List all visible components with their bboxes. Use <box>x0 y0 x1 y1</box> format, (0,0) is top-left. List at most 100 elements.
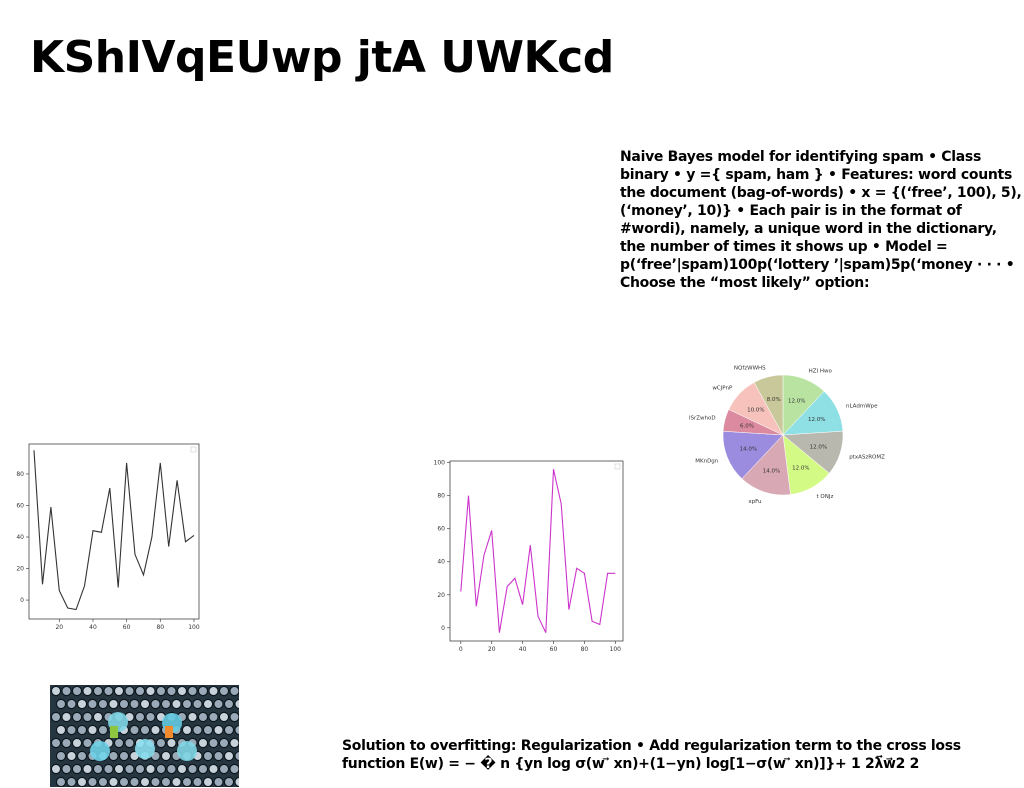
photo-dot <box>145 685 156 697</box>
photo-dot <box>71 711 83 723</box>
photo-dot <box>113 685 125 697</box>
photo-dot <box>139 776 151 787</box>
photo-dot <box>71 685 83 697</box>
photo-dot <box>50 737 62 749</box>
pie-percent-label: 12.0% <box>792 466 809 472</box>
photo-dot <box>208 737 219 749</box>
photo-dot <box>50 711 62 723</box>
photo-dot <box>197 711 209 723</box>
pie-chart: 12.0% HZI Hwo 12.0% nLAdmWpe 12.0% ptxASzROMZ… <box>689 366 885 506</box>
photo-dot <box>118 776 130 787</box>
photo-dot <box>76 698 88 710</box>
middle-chart-xtick-label: 0 <box>459 646 463 653</box>
photo-dot <box>166 763 177 775</box>
photo-dot <box>213 750 224 762</box>
photo-dot <box>124 763 135 775</box>
photo-dot <box>181 724 193 736</box>
photo-dot <box>118 750 130 762</box>
photo-dot <box>76 724 88 736</box>
photo-dot <box>208 685 219 697</box>
pie-slice-label: lSrZwhoD <box>689 416 716 422</box>
photo-dot <box>76 750 88 762</box>
photo-dot <box>92 711 104 723</box>
middle-chart-ytick-label: 40 <box>437 559 445 566</box>
photo-object <box>165 726 173 738</box>
left-chart-frame <box>28 443 200 620</box>
slide-title: KShIVqEUwp jtA UWKcd <box>30 32 614 83</box>
photo-dot <box>234 698 239 710</box>
photo-dot <box>108 776 119 787</box>
photo-dot <box>234 724 239 736</box>
photo-dot <box>55 724 67 736</box>
photo-dot <box>192 776 203 787</box>
photo-dot <box>176 685 188 697</box>
photo-dot <box>92 763 104 775</box>
photo-dot <box>223 698 235 710</box>
photo-dot <box>87 776 98 787</box>
pie-percent-label: 8.0% <box>767 397 781 403</box>
left-chart-ytick-label: 0 <box>20 597 24 604</box>
photo-dot <box>71 763 83 775</box>
pie-percent-label: 6.0% <box>740 424 754 430</box>
photo-dot <box>113 737 125 749</box>
pie-slice <box>753 374 784 436</box>
photo-dot <box>234 750 239 762</box>
photo-dot <box>103 763 114 775</box>
photo-dot <box>55 750 67 762</box>
photo-dot <box>160 750 172 762</box>
photo-dot <box>118 698 130 710</box>
pie-slice-label: NQfzWWHS <box>734 366 766 372</box>
photo-dot <box>82 711 93 723</box>
photo-dot <box>82 685 93 697</box>
middle-chart-ytick-label: 60 <box>437 526 445 533</box>
pie-percent-label: 12.0% <box>788 398 805 404</box>
middle-chart-ytick-label: 80 <box>437 493 445 500</box>
photo-image <box>50 685 239 787</box>
left-chart-ytick-label: 40 <box>16 534 24 541</box>
middle-chart-xtick-label: 100 <box>610 646 622 653</box>
left-chart-series-line <box>33 450 195 611</box>
left-chart-ytick-label: 80 <box>16 471 24 478</box>
photo-dot <box>66 750 77 762</box>
photo-dot <box>208 763 219 775</box>
photo-dot <box>213 698 224 710</box>
photo-dot <box>108 750 119 762</box>
photo-dot <box>181 698 193 710</box>
photo-dot <box>87 698 98 710</box>
photo-dot <box>223 750 235 762</box>
photo-dot <box>218 685 230 697</box>
photo-dot <box>155 763 167 775</box>
photo-highlight <box>135 739 155 759</box>
photo-dot <box>187 711 198 723</box>
photo-dot <box>213 776 224 787</box>
pie-percent-label: 14.0% <box>740 447 757 453</box>
pie-slice-label: t ONJz <box>817 494 834 500</box>
photo-dot <box>55 776 67 787</box>
pie-slice-label: nLAdmWpe <box>846 403 878 409</box>
photo-dot <box>97 698 109 710</box>
photo-dot <box>223 724 235 736</box>
photo-dot <box>61 711 72 723</box>
pie-percent-label: 12.0% <box>808 417 825 423</box>
photo-dot <box>108 698 119 710</box>
photo-dot <box>50 763 62 775</box>
photo-dot <box>202 776 214 787</box>
photo-dot <box>218 737 230 749</box>
photo-dot <box>218 711 230 723</box>
left-chart-xtick-label: 60 <box>123 624 131 631</box>
photo-dot <box>229 737 239 749</box>
photo-graphic <box>50 685 239 787</box>
photo-dot <box>61 685 72 697</box>
photo-dot <box>202 698 214 710</box>
photo-dot <box>124 685 135 697</box>
photo-dot <box>55 698 67 710</box>
photo-dot <box>202 750 214 762</box>
photo-dot <box>160 698 172 710</box>
photo-dot <box>61 763 72 775</box>
middle-chart-ytick-label: 0 <box>441 625 445 632</box>
photo-dot <box>176 763 188 775</box>
photo-dot <box>187 685 198 697</box>
pie-slice-label: wCJPnP <box>712 385 733 391</box>
photo-highlight <box>90 741 110 761</box>
photo-dot <box>234 776 239 787</box>
